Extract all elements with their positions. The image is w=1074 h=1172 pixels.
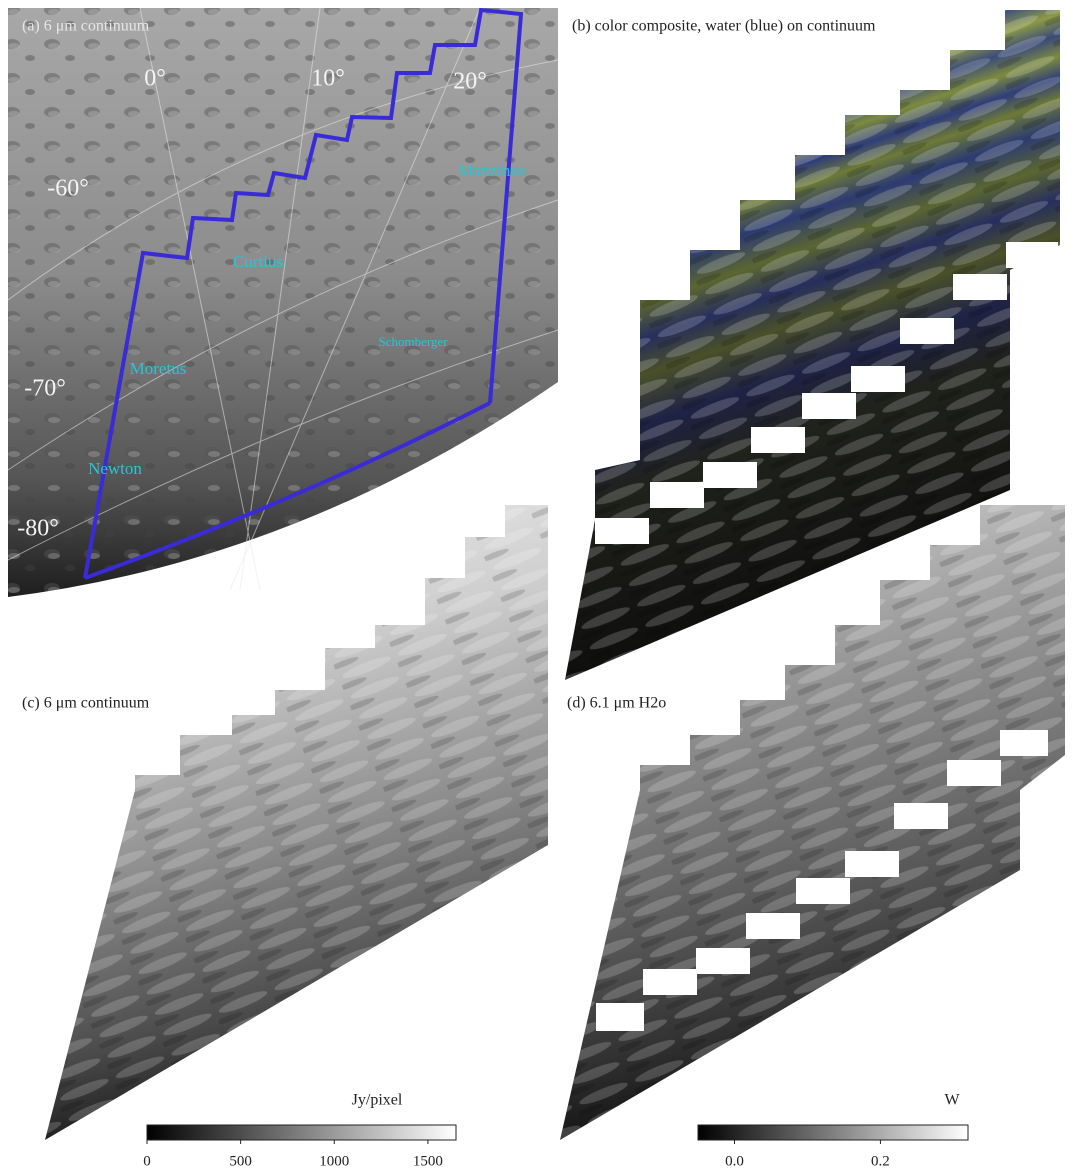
panel-a-image	[7, 7, 559, 597]
panel-label: (d) 6.1 μm H2o	[567, 695, 666, 712]
crater-label: Curtius	[233, 252, 283, 271]
crater-label: Moretus	[130, 359, 187, 378]
colorbar-label: Jy/pixel	[352, 1092, 403, 1109]
grid-label: -80°	[17, 516, 59, 542]
panel-b-image	[565, 10, 1060, 680]
crater-label: Schomberger	[378, 334, 448, 349]
colorbar-tick-label: 1000	[319, 1153, 349, 1169]
colorbar-tick-label: 500	[229, 1153, 252, 1169]
panel-label: (a) 6 μm continuum	[22, 18, 150, 35]
colorbar-tick-label: 0.0	[725, 1153, 744, 1169]
crater-label: Manzinus	[458, 161, 525, 180]
grid-label: 10°	[311, 66, 345, 92]
grid-label: 0°	[144, 66, 166, 92]
colorbar-label: W	[944, 1092, 960, 1109]
panel-label: (b) color composite, water (blue) on con…	[572, 18, 876, 35]
grid-label: -70°	[24, 376, 66, 402]
colorbar-tick-label: 0.2	[871, 1153, 890, 1169]
panel-label: (c) 6 μm continuum	[22, 695, 150, 712]
grid-label: 20°	[453, 69, 487, 95]
grid-label: -60°	[47, 176, 89, 202]
colorbar	[697, 1124, 969, 1141]
panel-d-image	[560, 505, 1065, 1140]
colorbar-tick-label: 1500	[413, 1153, 443, 1169]
colorbar-tick-label: 0	[143, 1153, 151, 1169]
colorbar	[146, 1124, 457, 1141]
panel-c-image	[45, 505, 548, 1140]
crater-label: Newton	[88, 459, 142, 478]
